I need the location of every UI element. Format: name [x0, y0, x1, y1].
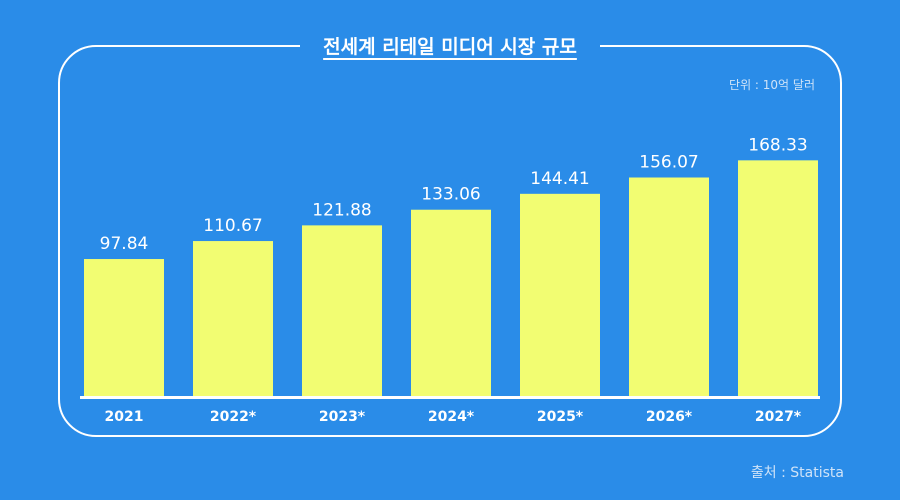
x-tick-label: 2021 [105, 409, 144, 425]
source-label: 출처 : Statista [750, 465, 844, 481]
data-label: 133.06 [421, 185, 480, 205]
x-tick-label: 2026* [646, 409, 693, 425]
x-tick-label: 2025* [537, 409, 584, 425]
data-label: 156.07 [639, 153, 698, 173]
bar [193, 241, 273, 396]
x-tick-label: 2027* [755, 409, 802, 425]
bar [302, 225, 382, 396]
data-label: 97.84 [100, 234, 149, 254]
bar [84, 259, 164, 396]
data-label: 144.41 [530, 169, 589, 189]
chart-title: 전세계 리테일 미디어 시장 규모 [323, 36, 577, 58]
x-tick-label: 2022* [210, 409, 257, 425]
data-label: 110.67 [203, 216, 262, 236]
bar [629, 177, 709, 396]
data-label: 168.33 [748, 135, 807, 155]
x-tick-label: 2023* [319, 409, 366, 425]
bar [738, 160, 818, 396]
x-tick-label: 2024* [428, 409, 475, 425]
unit-label: 단위 : 10억 달러 [729, 78, 815, 92]
bar [411, 209, 491, 396]
title-container: 전세계 리테일 미디어 시장 규모 [300, 32, 600, 62]
bar [520, 193, 600, 396]
data-label: 121.88 [312, 200, 371, 220]
